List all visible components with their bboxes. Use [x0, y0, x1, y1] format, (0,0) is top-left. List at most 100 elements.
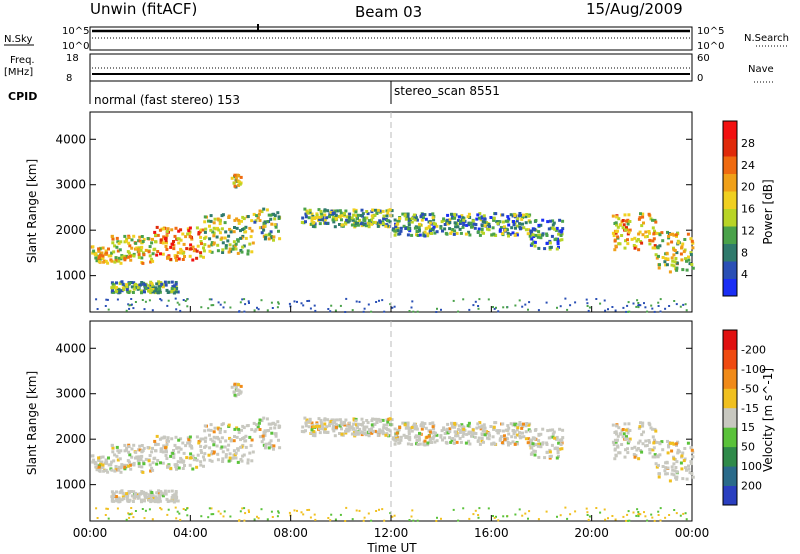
vel-echo-cell — [623, 422, 627, 426]
power-speckle — [128, 304, 131, 307]
power-echo-cell — [244, 236, 248, 240]
power-echo-cell — [123, 256, 126, 260]
power-echo-cell — [111, 289, 114, 293]
vel-echo-cell — [474, 432, 478, 435]
vel-echo-cell — [323, 427, 327, 431]
vel-echo-cell — [545, 443, 549, 446]
vel-echo-cell — [338, 424, 342, 428]
vel-echo-cell — [660, 440, 664, 444]
power-echo-cell — [212, 221, 216, 225]
power-speckle — [186, 305, 189, 308]
power-speckle — [393, 305, 396, 308]
power-echo-cell — [666, 257, 670, 261]
vel-echo-cell — [691, 475, 695, 479]
vel-echo-cell — [378, 428, 382, 432]
power-echo-cell — [639, 212, 642, 216]
vel-echo-cell — [427, 434, 431, 438]
power-echo-cell — [533, 244, 537, 248]
power-echo-cell — [688, 262, 692, 266]
vel-echo-cell — [371, 430, 375, 433]
vel-echo-cell — [202, 458, 206, 462]
power-echo-cell — [467, 221, 471, 225]
nsky-panel — [89, 26, 693, 51]
vel-speckle — [492, 515, 494, 517]
velocity-ylabel: Slant Range [km] — [25, 371, 39, 475]
vel-echo-cell — [509, 422, 513, 426]
power-echo-cell — [644, 230, 648, 234]
power-echo-cell — [539, 236, 543, 240]
power-speckle — [296, 300, 298, 303]
vel-echo-cell — [428, 430, 432, 434]
vel-echo-cell — [176, 499, 180, 503]
power-echo-cell — [448, 218, 452, 222]
power-echo-cell — [557, 232, 561, 236]
power-echo-cell — [197, 232, 201, 236]
power-echo-cell — [528, 220, 532, 224]
vel-echo-cell — [199, 437, 203, 441]
vel-speckle — [266, 518, 269, 521]
power-echo-cell — [501, 213, 505, 217]
vel-echo-cell — [371, 425, 375, 428]
vel-echo-cell — [218, 428, 222, 432]
power-echo-cell — [461, 225, 465, 229]
power-echo-cell — [156, 290, 160, 294]
vel-echo-cell — [143, 492, 147, 496]
power-echo-cell — [344, 222, 348, 226]
power-echo-cell — [533, 233, 537, 237]
vel-echo-cell — [614, 453, 618, 457]
vel-echo-cell — [628, 429, 632, 432]
vel-speckle — [358, 509, 361, 512]
power-echo-cell — [417, 228, 421, 232]
vel-echo-cell — [683, 447, 687, 450]
power-echo-cell — [614, 231, 618, 235]
power-echo-cell — [680, 245, 684, 249]
power-echo-cell — [170, 280, 174, 284]
vel-echo-cell — [426, 443, 430, 447]
power-speckle — [527, 308, 529, 311]
vel-echo-cell — [138, 444, 142, 448]
vel-echo-cell — [393, 427, 397, 431]
power-echo-cell — [633, 246, 637, 250]
power-echo-cell — [305, 209, 309, 213]
vel-echo-cell — [639, 449, 643, 452]
vel-echo-cell — [462, 427, 466, 431]
power-echo-cell — [448, 227, 452, 231]
vel-echo-cell — [114, 495, 118, 498]
power-echo-cell — [521, 222, 524, 226]
vel-echo-cell — [224, 439, 228, 443]
power-echo-cell — [415, 218, 419, 222]
vel-echo-cell — [110, 460, 114, 464]
vel-echo-cell — [501, 429, 505, 433]
vel-echo-cell — [233, 427, 237, 431]
power-speckle — [200, 306, 203, 309]
nsky-tick-top: 10^5 — [62, 26, 89, 37]
vel-echo-cell — [555, 456, 559, 460]
vel-echo-cell — [624, 428, 628, 432]
power-echo-cell — [136, 247, 140, 251]
vel-echo-cell — [319, 420, 323, 424]
power-echo-cell — [339, 211, 343, 215]
power-echo-cell — [210, 241, 214, 245]
vel-speckle — [643, 511, 645, 514]
power-echo-cell — [429, 227, 432, 231]
power-echo-cell — [492, 232, 496, 236]
power-echo-cell — [253, 220, 257, 224]
nave-tick-top: 60 — [697, 53, 710, 64]
vel-speckle — [314, 518, 317, 521]
vel-echo-cell — [177, 466, 181, 470]
power-echo-cell — [91, 251, 95, 255]
power-echo-cell — [277, 217, 281, 220]
power-echo-cell — [125, 283, 129, 287]
power-ylabel: Slant Range [km] — [25, 159, 39, 263]
vel-echo-cell — [132, 463, 136, 467]
power-echo-cell — [175, 290, 178, 294]
vel-echo-cell — [398, 441, 402, 445]
vel-echo-cell — [414, 425, 418, 429]
power-speckle — [462, 298, 465, 301]
vel-echo-cell — [156, 499, 160, 503]
power-speckle — [493, 307, 496, 310]
power-speckle — [559, 305, 562, 308]
power-echo-cell — [269, 217, 273, 221]
power-echo-cell — [260, 210, 264, 214]
velocity-colorbar-swatch — [723, 349, 737, 370]
